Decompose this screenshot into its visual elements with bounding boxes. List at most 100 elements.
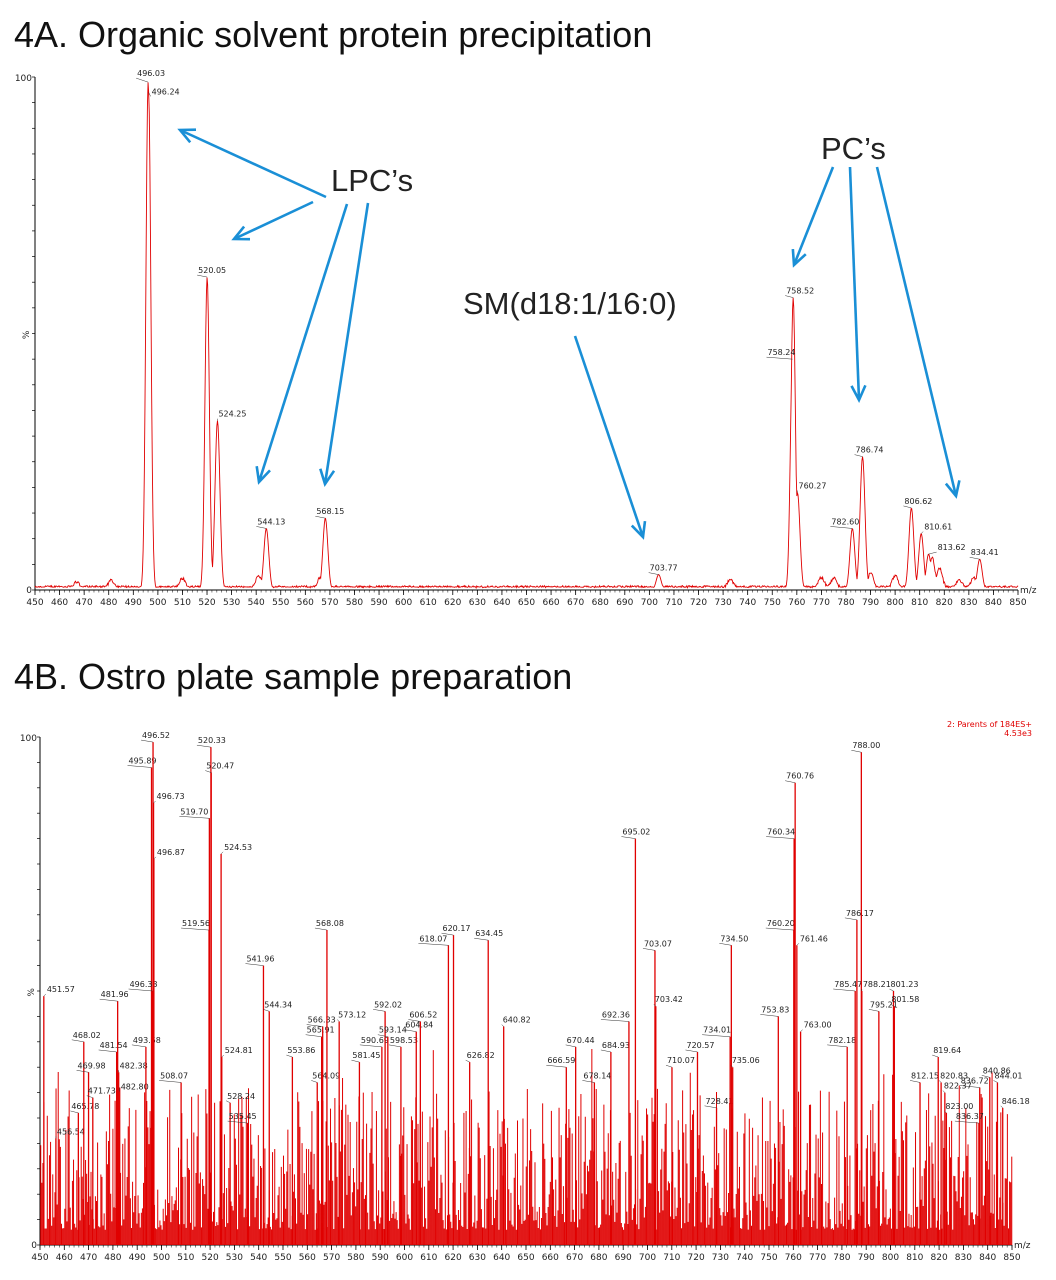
peak-leader (909, 1080, 921, 1083)
x-tick-label: 520 (202, 1253, 219, 1263)
peak-leader (648, 572, 659, 575)
peak-leader (197, 274, 208, 278)
x-tick-label: 620 (445, 1253, 462, 1263)
peak-leader (408, 1019, 421, 1022)
peak-leader (315, 515, 326, 519)
x-tick-label: 790 (858, 1253, 875, 1263)
x-tick-label: 610 (420, 598, 437, 608)
peak-leader (685, 1049, 698, 1053)
x-tick-label: 750 (764, 598, 781, 608)
peak-label: 692.36 (602, 1010, 630, 1019)
arrow-lpc-4-head (319, 468, 336, 487)
peak-leader (844, 917, 857, 921)
peak-label: 684.93 (602, 1041, 630, 1050)
x-tick-label: 790 (862, 598, 879, 608)
peak-leader (141, 739, 154, 743)
peak-label: 836.72 (961, 1077, 989, 1086)
peak-leader (765, 927, 794, 931)
peak-leader (653, 1004, 656, 1007)
peak-label: 788.00 (852, 741, 880, 750)
peak-leader (76, 1070, 89, 1073)
peak-label: 468.02 (73, 1031, 101, 1040)
x-tick-label: 600 (395, 598, 412, 608)
peak-leader (404, 1029, 417, 1032)
x-tick-label: 720 (688, 1253, 705, 1263)
peak-leader (226, 1100, 231, 1103)
x-tick-label: 550 (274, 1253, 291, 1263)
peak-leader (1000, 1105, 1003, 1109)
peak-label: 593.14 (379, 1026, 407, 1035)
peak-leader (159, 1080, 182, 1083)
x-tick-label: 780 (833, 1253, 850, 1263)
peak-label: 524.53 (224, 843, 252, 852)
x-tick-label: 530 (223, 598, 240, 608)
peak-label: 508.07 (160, 1071, 188, 1080)
peak-leader (969, 556, 980, 560)
x-tick-label: 830 (960, 598, 977, 608)
peak-leader (796, 943, 800, 946)
peak-leader (621, 836, 636, 839)
peak-leader (942, 1090, 946, 1093)
peak-label: 469.98 (78, 1061, 106, 1070)
peak-label: 788.21 (863, 980, 891, 989)
peak-leader (205, 770, 212, 773)
x-tick-label: 660 (542, 1253, 559, 1263)
peak-leader (221, 1054, 224, 1058)
peak-label: 720.57 (686, 1041, 714, 1050)
peak-leader (766, 356, 793, 360)
x-tick-label: 840 (985, 598, 1002, 608)
peak-label: 496.33 (130, 980, 158, 989)
x-tick-label: 540 (250, 1253, 267, 1263)
x-tick-label: 690 (615, 1253, 632, 1263)
peak-label: 618.07 (419, 934, 447, 943)
peak-label: 822.37 (944, 1082, 972, 1091)
peak-label: 541.96 (246, 955, 274, 964)
x-tick-label: 570 (321, 598, 338, 608)
peak-leader (582, 1080, 595, 1083)
y-tick-label: 0 (31, 1241, 37, 1251)
peak-leader (314, 927, 327, 931)
y-axis-label: % (27, 988, 37, 997)
peak-label: 728.41 (706, 1097, 734, 1106)
x-tick-label: 530 (226, 1253, 243, 1263)
peak-leader (501, 1024, 504, 1027)
peak-leader (702, 1034, 731, 1037)
peak-label: 581.45 (352, 1051, 380, 1060)
x-tick-label: 520 (198, 598, 215, 608)
x-tick-label: 630 (469, 598, 486, 608)
peak-label: 564.09 (312, 1071, 340, 1080)
peak-label: 834.41 (971, 548, 999, 557)
peak-leader (71, 1039, 84, 1043)
arrow-pc-3-head (944, 480, 961, 499)
x-tick-label: 730 (715, 598, 732, 608)
peak-leader (944, 1110, 947, 1114)
peak-label: 795.21 (870, 1000, 898, 1009)
peak-leader (565, 1044, 576, 1048)
peak-leader (903, 505, 912, 509)
peak-label: 626.82 (467, 1051, 495, 1060)
x-tick-label: 570 (323, 1253, 340, 1263)
peak-label: 493.58 (133, 1036, 161, 1045)
peak-leader (851, 749, 862, 753)
peak-leader (868, 1009, 879, 1012)
peak-leader (921, 531, 924, 534)
peak-leader (337, 1019, 340, 1022)
x-tick-label: 560 (299, 1253, 316, 1263)
peak-label: 753.83 (761, 1005, 789, 1014)
x-axis-label: m/z (1020, 586, 1037, 596)
peak-leader (418, 943, 449, 946)
peak-leader (785, 295, 794, 298)
x-tick-label: 500 (153, 1253, 170, 1263)
peak-label: 456.54 (57, 1127, 85, 1136)
peak-leader (730, 1065, 733, 1068)
x-tick-label: 480 (104, 1253, 121, 1263)
x-tick-label: 720 (690, 598, 707, 608)
peak-label: 710.07 (667, 1056, 695, 1065)
peak-leader (153, 800, 156, 804)
peak-label: 760.27 (798, 482, 826, 491)
peak-label: 519.70 (180, 807, 208, 816)
peak-leader (441, 932, 454, 936)
peak-leader (136, 77, 149, 83)
y-tick-label: 100 (20, 734, 37, 744)
